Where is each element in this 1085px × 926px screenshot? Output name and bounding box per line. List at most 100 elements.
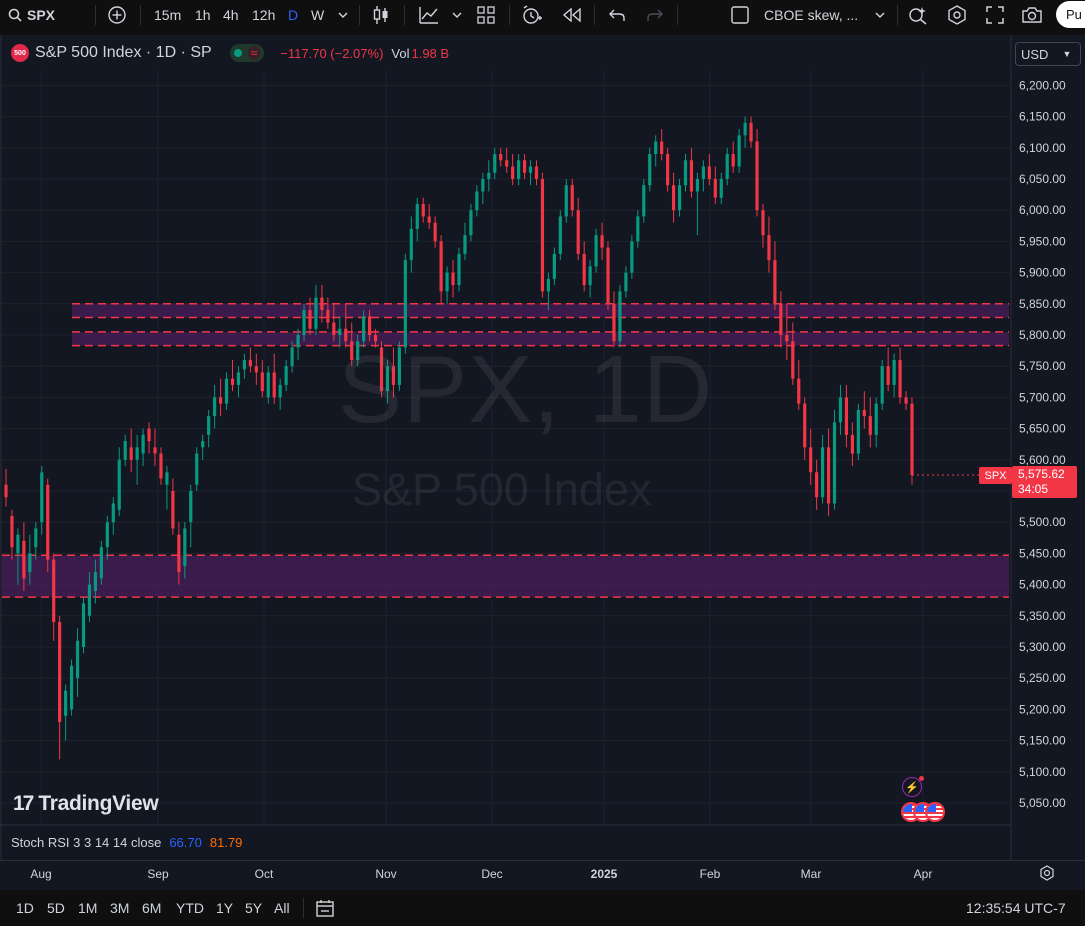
candle [93,559,98,604]
support-resistance-zone[interactable] [72,331,1009,346]
price-axis[interactable]: 5,050.00 5,100.00 5,150.00 5,200.00 5,250.00… [1019,78,1066,810]
chart-type-button[interactable] [370,0,392,30]
candles [4,116,1011,760]
interval-dropdown[interactable] [337,0,349,30]
interval-15m[interactable]: 15m [154,7,182,23]
calendar-range-icon[interactable] [315,898,335,918]
candle [135,434,139,485]
range-1d[interactable]: 1D [16,900,34,916]
candle [701,160,705,192]
candle [868,397,872,448]
candle [350,322,354,367]
candle [856,403,860,460]
candle [236,366,241,398]
range-all[interactable]: All [274,900,290,916]
grid-icon [477,6,495,24]
lightning-event-icon[interactable]: ⚡ [902,776,924,797]
sp500-logo: 500 [11,44,29,62]
last-price-tag: 5,575.62 34:05 [1012,466,1077,498]
templates-button[interactable] [476,0,496,30]
range-1y[interactable]: 1Y [216,900,234,916]
candle [81,597,86,654]
economic-events[interactable] [901,802,945,822]
symbol-search[interactable]: SPX [8,0,55,30]
candle [159,447,163,485]
undo-icon [609,9,625,21]
time-axis[interactable]: Aug Sep Oct Nov Dec 2025 Feb Mar Apr [0,860,1085,886]
price-chart[interactable]: 5,050.00 5,100.00 5,150.00 5,200.00 5,250.00… [0,0,1085,890]
search-sparkle-icon [909,7,927,25]
snapshot-button[interactable] [1020,0,1044,30]
candle [767,216,771,273]
candle [517,154,521,186]
rewind-icon [562,8,581,22]
candle [171,478,175,535]
stoch-d-value: 81.79 [209,835,243,850]
chevron-down-icon [338,12,348,18]
candle [230,359,235,392]
compare-add-button[interactable] [106,0,128,30]
candle [773,241,777,311]
candle [58,615,62,760]
candle [630,235,634,279]
candle [290,341,294,373]
candle [826,428,831,516]
plus-circle-icon [108,6,126,24]
candle [570,179,574,217]
interval-4h[interactable]: 4h [223,7,239,23]
range-3m[interactable]: 3M [110,900,130,916]
clock-timezone[interactable]: 12:35:54 UTC-7 [966,900,1066,916]
candle [642,179,646,223]
candle [838,384,843,435]
publish-button[interactable]: Pu [1056,1,1085,28]
stoch-rsi-legend[interactable]: Stoch RSI 3 3 14 14 close 66.70 81.79 [11,835,242,850]
candle [582,241,586,292]
interval-w[interactable]: W [311,7,325,23]
support-resistance-zone[interactable] [2,555,1009,598]
range-1m[interactable]: 1M [78,900,98,916]
candle [10,509,14,560]
candle [791,322,795,385]
tradingview-logo[interactable]: 17 TradingView [13,792,159,816]
interval-1h[interactable]: 1h [195,7,211,23]
candle [850,422,854,467]
range-6m[interactable]: 6M [142,900,162,916]
interval-d[interactable]: D [288,7,299,23]
candle [487,160,491,192]
indicators-button[interactable] [418,0,440,30]
indicator-dropdown[interactable] [874,0,886,30]
market-status-pill[interactable]: ≈ [229,44,265,62]
candle [666,147,670,192]
redo-button[interactable] [646,0,664,30]
legend-title[interactable]: S&P 500 Index · 1D · SP [35,44,212,61]
currency-select[interactable]: USD ▼ [1015,42,1081,66]
fullscreen-button[interactable] [985,0,1005,30]
candle [451,260,455,298]
indicators-dropdown[interactable] [451,0,463,30]
price-tick-label: 6,050.00 [1019,172,1066,186]
settings-button[interactable] [946,0,968,30]
candle [618,285,622,348]
range-5y[interactable]: 5Y [245,900,263,916]
indicator-toggle[interactable]: CBOE skew, ... [730,0,858,30]
candle [511,154,515,186]
candle [427,203,431,229]
range-5d[interactable]: 5D [47,900,65,916]
range-ytd[interactable]: YTD [176,900,204,916]
us-flag-icon [925,802,945,822]
alert-button[interactable] [521,0,543,30]
support-resistance-zone[interactable] [72,303,1009,318]
candle [457,247,461,292]
interval-12h[interactable]: 12h [252,7,276,23]
replay-button[interactable] [561,0,583,30]
candle [356,335,360,367]
candle [302,303,306,342]
undo-button[interactable] [608,0,626,30]
quick-search-button[interactable] [907,0,929,30]
candle [224,372,229,410]
gear-icon[interactable] [1039,865,1055,881]
price-tick-label: 6,200.00 [1019,78,1066,92]
time-tick: 2025 [590,867,618,881]
search-icon [8,8,22,22]
indicator-name: CBOE skew, ... [764,7,859,23]
